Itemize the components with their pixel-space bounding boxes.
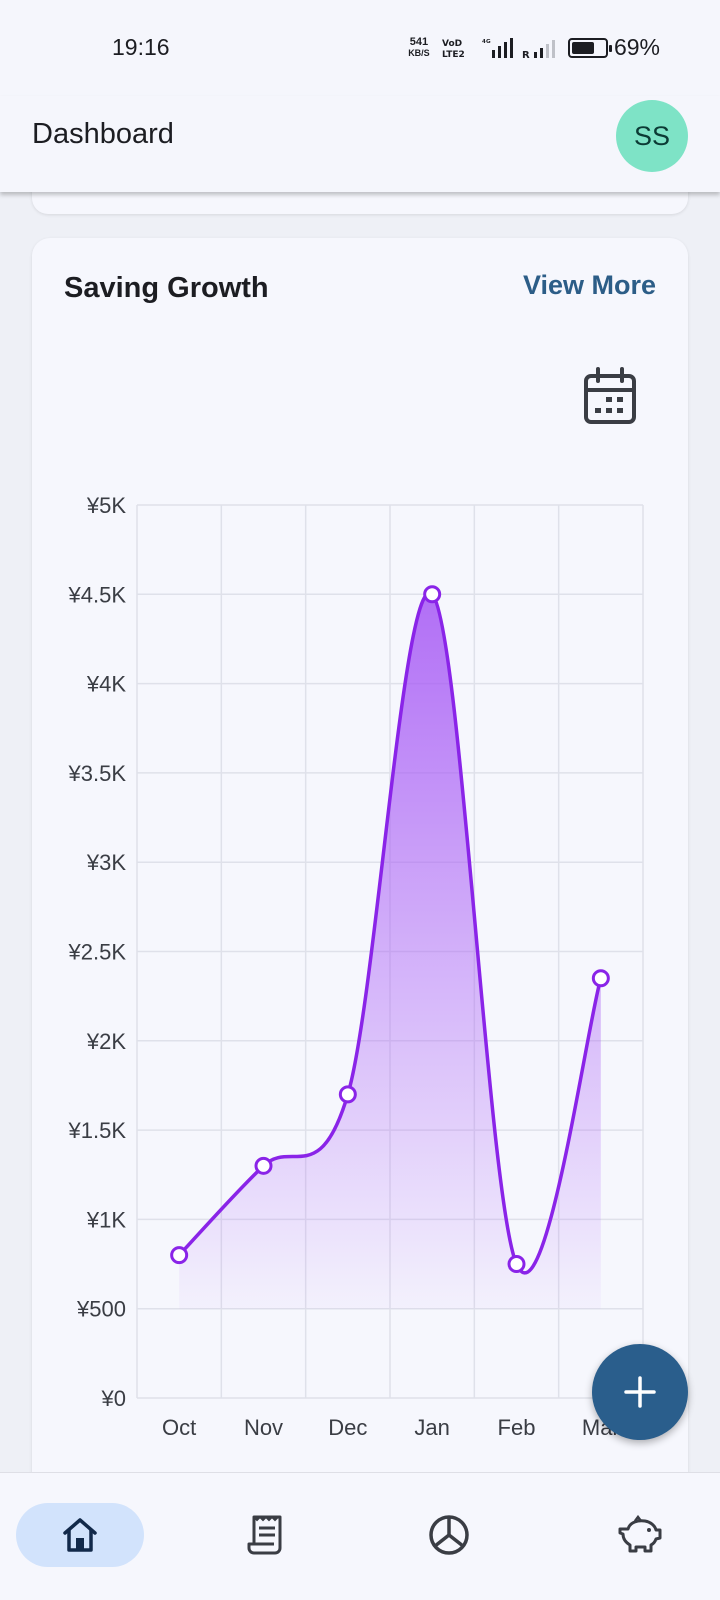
y-tick-label: ¥4.5K (68, 582, 127, 607)
svg-text:LTE2: LTE2 (442, 50, 465, 60)
status-bar: 19:16 541 KB/S VoD LTE2 ⁴ᴳ R 69% (0, 0, 720, 96)
nav-item-savings[interactable] (576, 1503, 704, 1567)
y-tick-label: ¥2.5K (68, 940, 127, 965)
data-point[interactable] (507, 1255, 526, 1274)
data-point[interactable] (170, 1246, 189, 1265)
calendar-icon[interactable] (582, 366, 638, 426)
card-title: Saving Growth (64, 272, 269, 304)
signal-4g-icon: ⁴ᴳ (482, 37, 513, 58)
saving-growth-card: Saving Growth View More (32, 238, 688, 1538)
bottom-navigation (0, 1472, 720, 1600)
add-button[interactable] (592, 1344, 688, 1440)
battery-level (571, 41, 595, 54)
volte-icon: VoD LTE2 (442, 39, 465, 60)
y-tick-label: ¥0 (101, 1386, 126, 1411)
battery-icon (567, 37, 612, 58)
y-tick-label: ¥500 (76, 1297, 126, 1322)
page-title: Dashboard (32, 118, 174, 150)
y-tick-label: ¥5K (86, 493, 126, 518)
x-tick-label: Nov (244, 1415, 283, 1440)
receipt-icon (247, 1515, 282, 1555)
piggy-bank-icon (618, 1515, 662, 1553)
pie-chart-icon (429, 1515, 469, 1555)
view-more-link[interactable]: View More (522, 270, 656, 300)
svg-text:VoD: VoD (442, 39, 462, 49)
app-bar: Dashboard SS (0, 96, 720, 192)
x-tick-label: Oct (162, 1415, 196, 1440)
home-icon (63, 1518, 97, 1552)
x-axis-ticks: Oct Nov Dec Jan Feb Mar (162, 1415, 620, 1440)
status-indicators: 541 KB/S VoD LTE2 ⁴ᴳ R 69% (404, 34, 660, 61)
x-tick-label: Dec (328, 1415, 367, 1440)
nav-item-home[interactable] (16, 1503, 144, 1567)
plus-icon (624, 1376, 656, 1408)
data-point[interactable] (338, 1085, 357, 1104)
status-time: 19:16 (112, 34, 170, 60)
data-points (170, 585, 610, 1274)
y-tick-label: ¥4K (86, 672, 126, 697)
nav-item-transactions[interactable] (202, 1503, 330, 1567)
y-tick-label: ¥3.5K (68, 761, 127, 786)
data-point[interactable] (423, 585, 442, 604)
y-axis-ticks: ¥0 ¥500 ¥1K ¥1.5K ¥2K ¥2.5K ¥3K ¥3.5K ¥4K ¥4.5K ¥5… (68, 493, 127, 1411)
y-tick-label: ¥1K (86, 1207, 126, 1232)
x-tick-label: Jan (414, 1415, 449, 1440)
network-speed-value: 541 (409, 35, 429, 48)
area-fill (179, 592, 601, 1309)
battery-percent: 69% (613, 34, 660, 60)
y-tick-label: ¥3K (86, 850, 126, 875)
y-tick-label: ¥2K (86, 1029, 126, 1054)
svg-text:R: R (522, 50, 530, 60)
svg-text:⁴ᴳ: ⁴ᴳ (482, 39, 491, 49)
avatar[interactable]: SS (616, 100, 688, 172)
network-speed-unit: KB/S (408, 47, 430, 58)
saving-growth-chart: ¥0 ¥500 ¥1K ¥1.5K ¥2K ¥2.5K ¥3K ¥3.5K ¥4K ¥4.5K ¥5… (68, 493, 644, 1440)
x-tick-label: Feb (498, 1415, 536, 1440)
data-point[interactable] (254, 1156, 273, 1175)
nav-item-statistics[interactable] (385, 1503, 513, 1567)
data-point[interactable] (591, 969, 610, 988)
signal-roaming-icon: R (522, 39, 555, 60)
network-speed: 541 KB/S (404, 35, 434, 59)
y-tick-label: ¥1.5K (68, 1118, 127, 1143)
